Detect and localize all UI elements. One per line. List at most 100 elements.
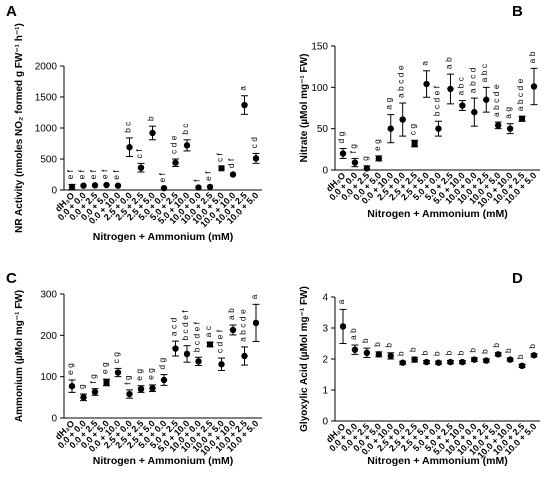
significance-letter: b c d e f — [192, 321, 202, 352]
significance-letter: f g — [348, 144, 358, 154]
significance-letter: a b c d e — [491, 84, 501, 117]
panel-a: A 0 500 1000 1500 2000 NR Activity (nmoles NO₂… — [6, 3, 262, 243]
data-point — [339, 150, 347, 157]
data-point — [252, 155, 260, 162]
significance-letter: b — [515, 354, 525, 359]
data-point — [471, 356, 478, 363]
data-point — [149, 385, 156, 392]
data-point — [339, 323, 347, 330]
y-tick-label: 1 — [322, 386, 328, 397]
data-point — [387, 352, 394, 360]
significance-letter: a b — [443, 57, 453, 69]
y-axis-label: Ammonium (µMol mg⁻¹ FW) — [14, 290, 25, 422]
x-axis-label: Nitrogen + Ammonium (mM) — [367, 455, 507, 467]
panel-letter: B — [512, 3, 523, 20]
data-point — [423, 358, 430, 366]
significance-letter: a b c — [455, 76, 465, 95]
data-point — [494, 122, 502, 129]
significance-letter: b c — [123, 121, 133, 133]
y-tick-label: 0 — [322, 417, 328, 428]
significance-letter: a g — [503, 107, 513, 119]
data-point — [114, 182, 122, 189]
panel-letter: C — [6, 270, 17, 287]
data-point — [252, 319, 260, 327]
significance-letter: a b c d — [467, 67, 477, 93]
x-axis-label: Nitrogen + Ammonium (mM) — [93, 231, 233, 243]
significance-letter: b — [432, 351, 442, 356]
significance-letter: b — [384, 343, 394, 348]
significance-letter: b — [360, 338, 370, 343]
data-point — [183, 142, 191, 149]
significance-letter: a b — [527, 51, 537, 63]
data-point — [351, 159, 359, 166]
significance-letter: a b c — [479, 63, 489, 82]
significance-letter: a — [238, 86, 248, 91]
y-tick-label: 500 — [40, 155, 57, 166]
significance-letter: e f — [65, 169, 75, 179]
data-point — [149, 129, 156, 137]
data-point — [459, 358, 466, 366]
significance-letter: f — [192, 179, 202, 182]
data-point — [494, 351, 502, 358]
significance-letter: c f — [215, 152, 225, 162]
data-point — [195, 184, 202, 191]
data-point — [183, 350, 191, 358]
data-point — [506, 125, 514, 132]
data-point — [137, 385, 145, 393]
data-point — [399, 116, 406, 123]
data-point — [519, 115, 526, 122]
significance-letter: b c — [180, 123, 190, 135]
significance-letter: e g — [65, 363, 75, 375]
y-tick-label: 2 — [322, 355, 328, 366]
data-point — [423, 80, 430, 88]
significance-letter: a — [249, 294, 259, 299]
significance-letter: d g — [157, 358, 167, 370]
data-point — [483, 357, 490, 364]
data-point — [375, 351, 383, 358]
y-tick-label: 2000 — [35, 62, 58, 73]
significance-letter: e f — [100, 169, 110, 179]
data-point — [506, 356, 514, 363]
data-point — [459, 102, 466, 109]
significance-letter: e f — [88, 169, 98, 179]
y-tick-label: 3 — [322, 324, 328, 335]
y-axis-label: Glyoxylic Acid (µMol mg⁻¹ FW) — [299, 286, 310, 432]
significance-letter: e g — [372, 139, 382, 151]
data-point — [229, 326, 237, 334]
data-point — [363, 165, 371, 172]
significance-letter: f g — [123, 375, 133, 385]
significance-letter: b — [420, 351, 430, 356]
significance-letter: b — [527, 344, 537, 349]
y-axis-label: Nitrate (µMol mg⁻¹ FW) — [299, 54, 310, 163]
significance-letter: b — [372, 342, 382, 347]
data-point — [435, 359, 442, 366]
significance-letter: a b c d e — [515, 78, 525, 111]
significance-letter: g — [360, 156, 370, 161]
data-point — [114, 369, 122, 376]
data-point — [241, 101, 248, 109]
y-tick-label: 1500 — [35, 93, 58, 104]
data-point — [218, 361, 225, 368]
significance-letter: e f — [157, 172, 167, 182]
x-axis-label: Nitrogen + Ammonium (mM) — [367, 208, 507, 220]
y-tick-label: 4 — [322, 293, 328, 304]
data-point — [375, 155, 383, 162]
data-point — [68, 382, 76, 390]
data-point — [518, 362, 526, 370]
data-point — [80, 394, 87, 401]
data-point — [68, 183, 76, 191]
y-tick-label: 0 — [51, 414, 57, 425]
data-point — [160, 184, 168, 192]
data-point — [363, 349, 371, 356]
significance-letter: a b c d e — [396, 65, 406, 98]
significance-letter: g — [77, 384, 87, 389]
data-point — [399, 359, 406, 366]
data-point — [172, 345, 179, 352]
data-point — [126, 390, 133, 398]
significance-letter: a g — [384, 98, 394, 110]
significance-letter: b — [479, 349, 489, 354]
data-point — [387, 125, 394, 132]
data-point — [91, 388, 99, 396]
